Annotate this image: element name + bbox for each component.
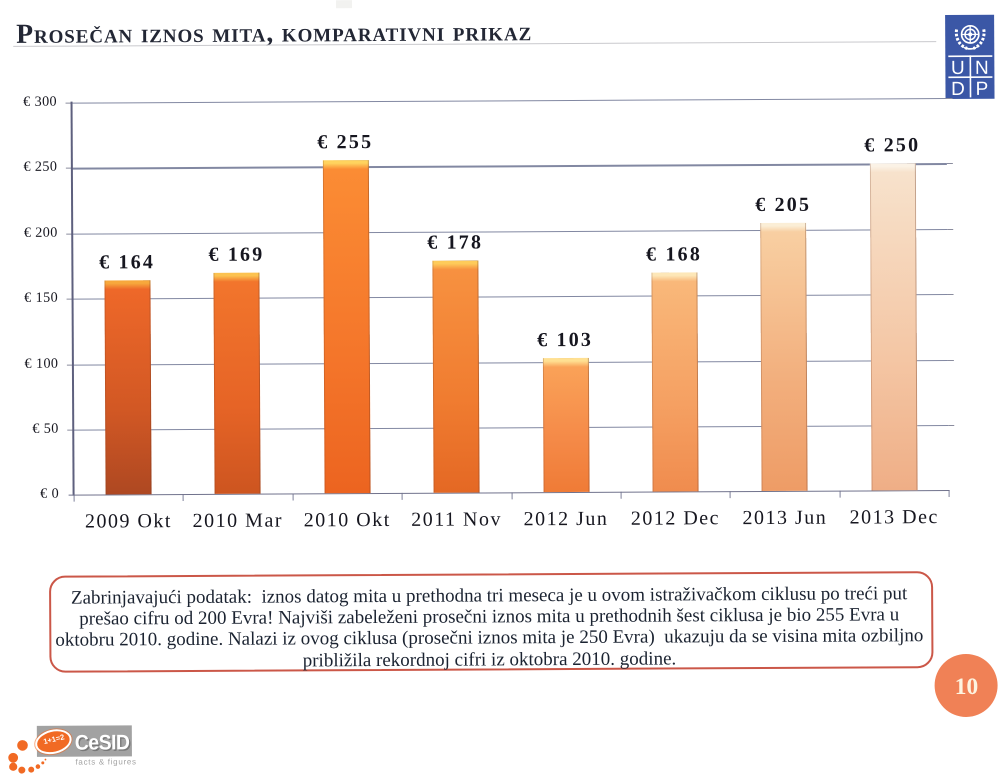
svg-text:U: U [951, 58, 965, 79]
svg-text:N: N [975, 58, 989, 79]
svg-text:P: P [975, 79, 988, 99]
svg-text:D: D [951, 79, 965, 99]
